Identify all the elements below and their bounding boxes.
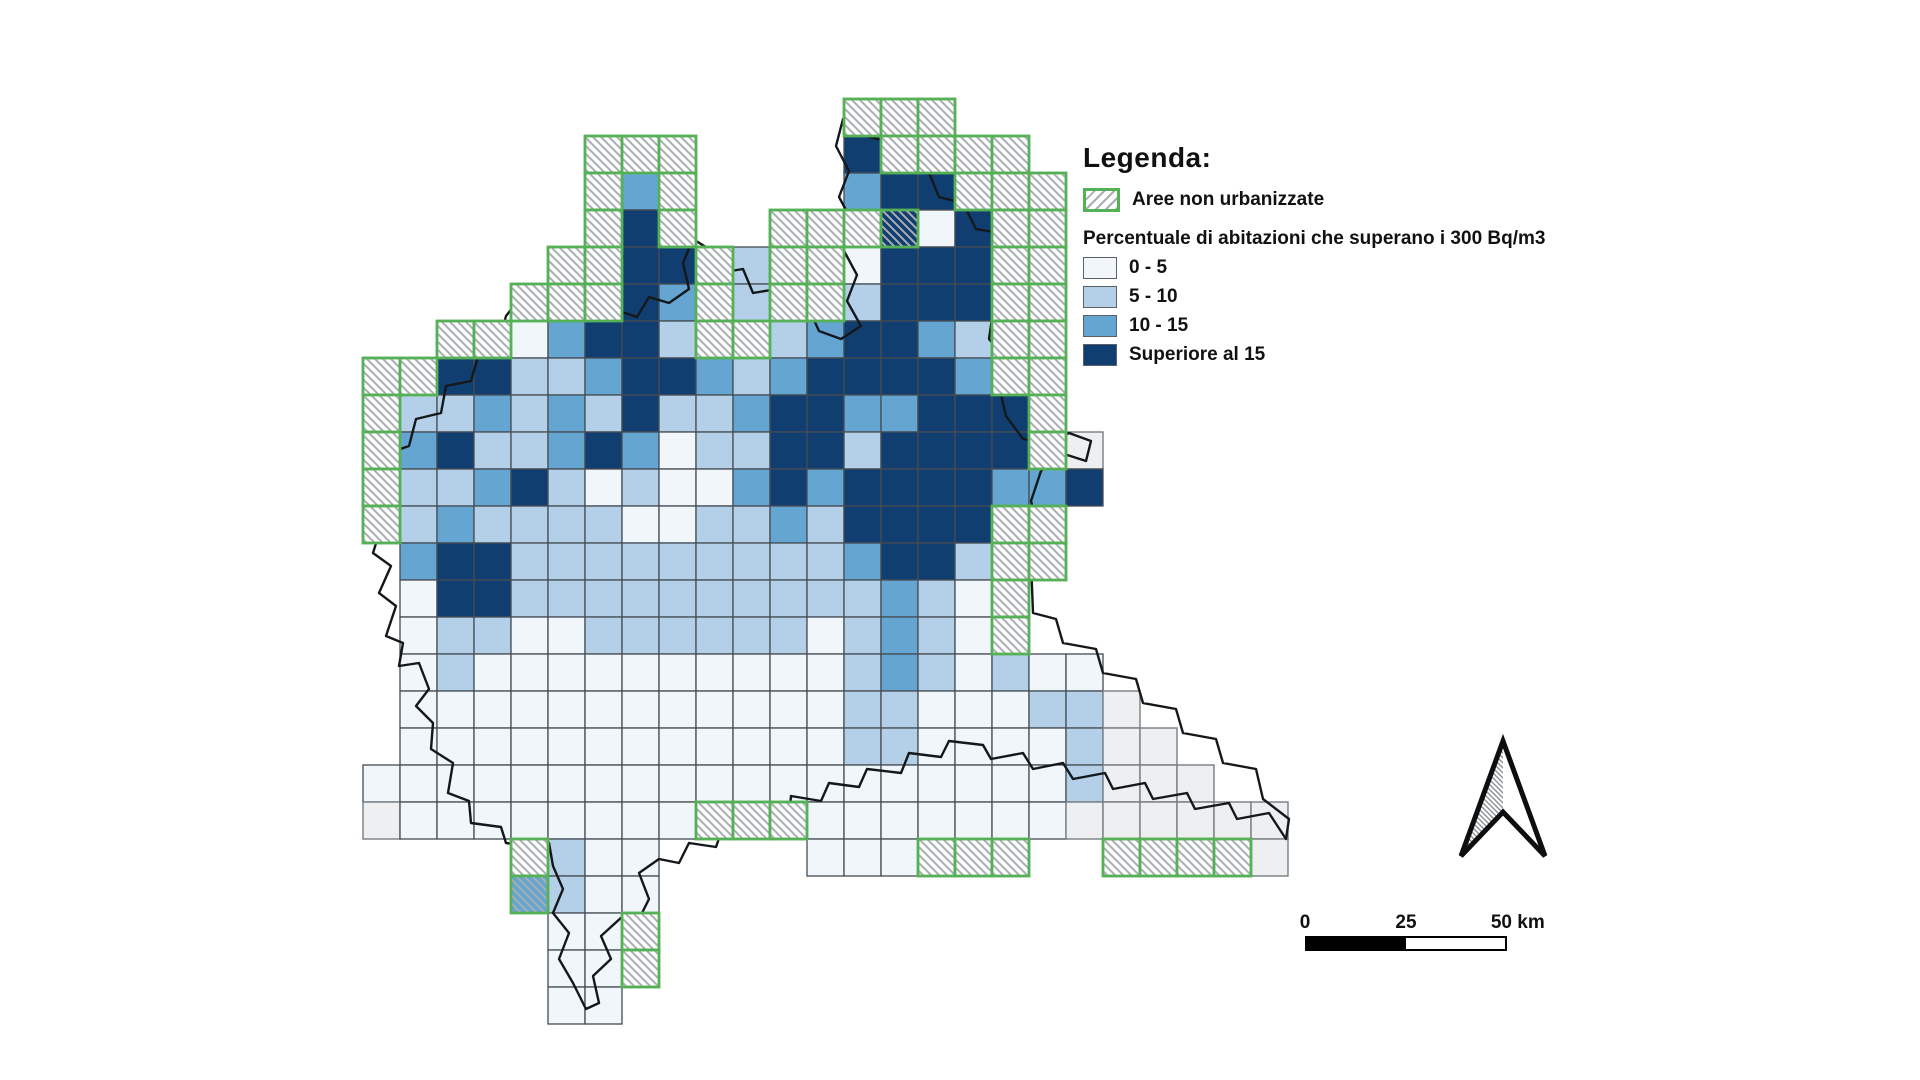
class-label: 5 - 10 xyxy=(1129,286,1178,307)
grid-cells xyxy=(362,135,1289,1025)
legend-class-row: 0 - 5 xyxy=(1083,257,1545,279)
legend-row-non-urbanized: Aree non urbanizzate xyxy=(1083,188,1545,212)
scale-bar-graphic xyxy=(1305,936,1507,951)
scale-bar-black-half xyxy=(1307,938,1406,949)
legend-classes-title: Percentuale di abitazioni che superano i… xyxy=(1083,228,1546,249)
scale-tick-label: 50 km xyxy=(1490,912,1545,933)
non-urbanized-cells xyxy=(361,97,1253,989)
scale-bar: 0 25 50 km xyxy=(1300,912,1545,951)
class-label: 0 - 5 xyxy=(1129,257,1168,278)
class-label: 10 - 15 xyxy=(1129,315,1189,336)
class-label: Superiore al 15 xyxy=(1129,344,1266,365)
class-swatch-icon xyxy=(1083,286,1117,308)
scale-bar-ticks: 0 25 50 km xyxy=(1300,912,1545,936)
scale-tick-label: 25 xyxy=(1395,912,1417,933)
legend-class-rows: 0 - 5 5 - 10 10 - 15 Superiore al 15 xyxy=(1083,257,1545,366)
north-arrow-icon xyxy=(1458,733,1548,858)
legend-title: Legenda: xyxy=(1083,142,1212,173)
class-swatch-icon xyxy=(1083,257,1117,279)
non-urbanized-swatch-icon xyxy=(1083,188,1120,212)
class-swatch-icon xyxy=(1083,344,1117,366)
non-urbanized-label: Aree non urbanizzate xyxy=(1132,189,1325,210)
legend: Legenda: Aree non urbanizzate Percentual… xyxy=(1083,142,1545,366)
legend-class-row: 5 - 10 xyxy=(1083,286,1545,308)
legend-class-row: 10 - 15 xyxy=(1083,315,1545,337)
scale-tick-label: 0 xyxy=(1299,912,1311,933)
class-swatch-icon xyxy=(1083,315,1117,337)
region-outline xyxy=(362,109,1291,1011)
legend-class-row: Superiore al 15 xyxy=(1083,344,1545,366)
